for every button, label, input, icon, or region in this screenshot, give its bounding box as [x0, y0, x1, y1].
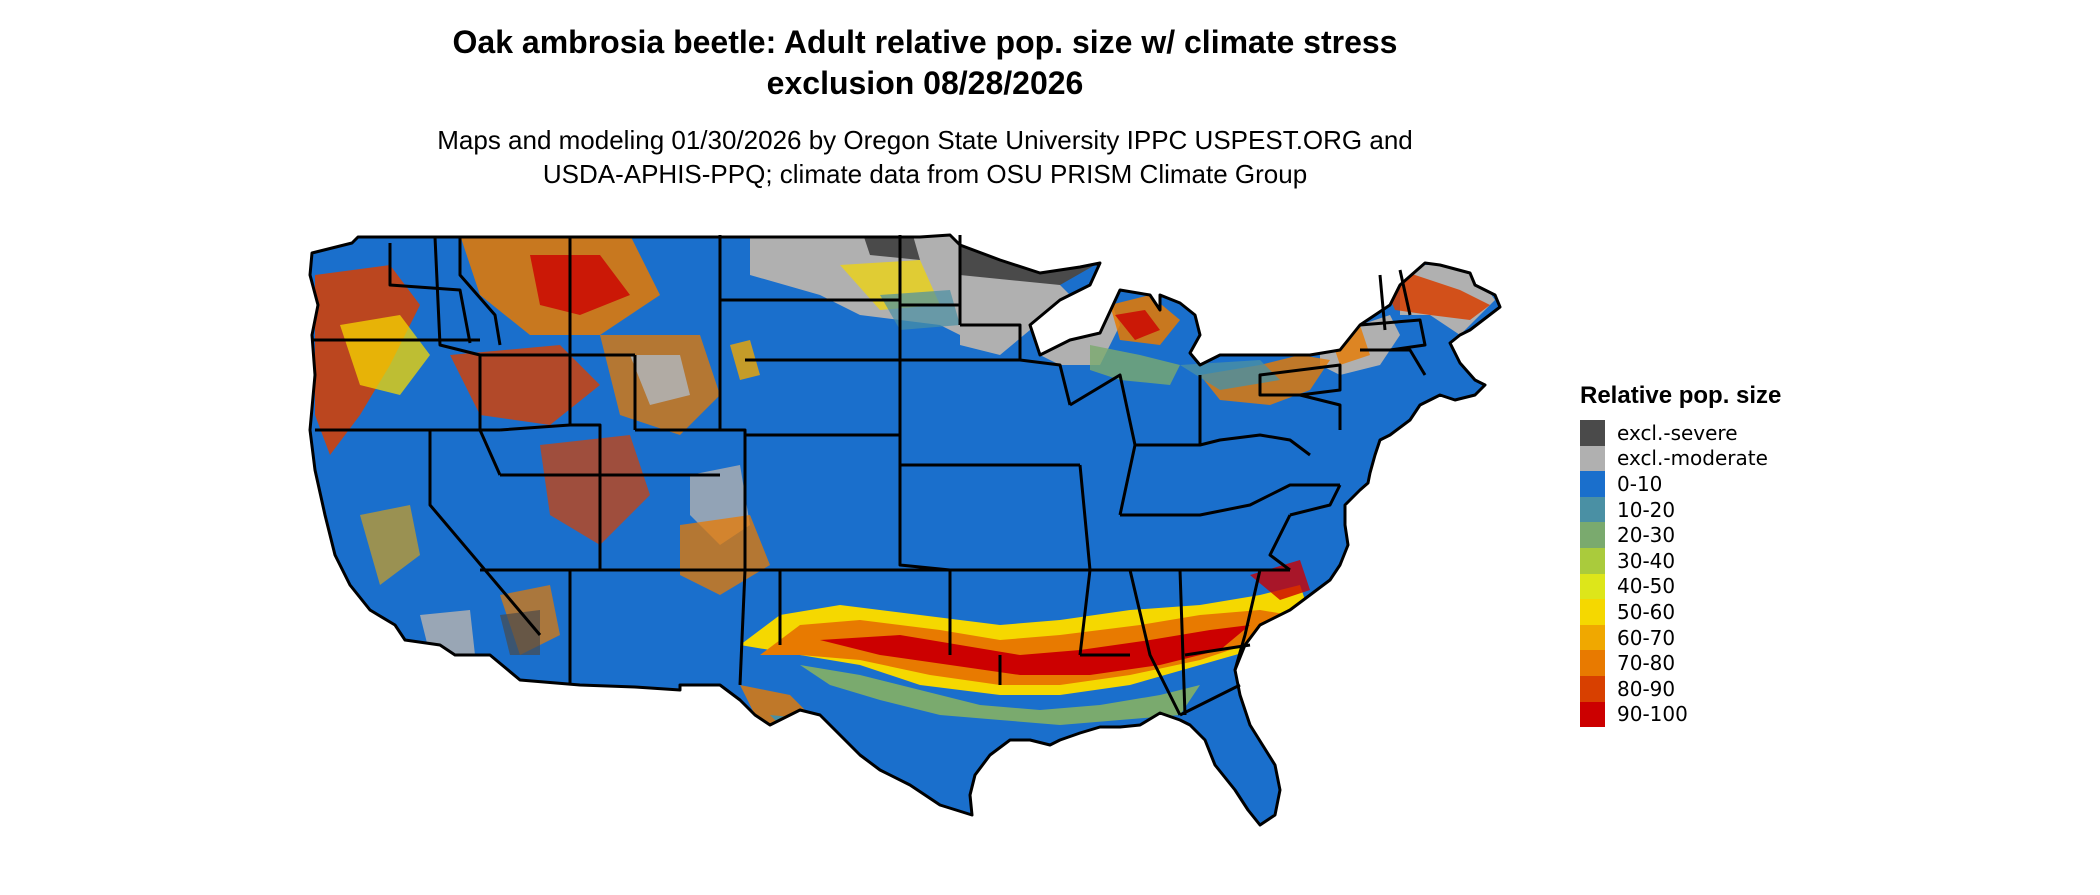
- legend-swatch: [1580, 701, 1605, 728]
- legend-swatch: [1580, 573, 1605, 600]
- legend-label: 40-50: [1617, 574, 1676, 599]
- legend-label: 0-10: [1617, 471, 1663, 496]
- legend-swatch: [1580, 420, 1605, 446]
- legend-label: 80-90: [1617, 676, 1676, 701]
- legend-item: 70-80: [1580, 650, 1781, 676]
- legend-item: 50-60: [1580, 599, 1781, 625]
- legend-label: excl.-severe: [1617, 420, 1738, 445]
- legend-swatch: [1580, 522, 1605, 548]
- legend-item: 40-50: [1580, 573, 1781, 600]
- legend-swatch: [1580, 599, 1605, 625]
- legend-swatch: [1580, 445, 1605, 472]
- legend-label: excl.-moderate: [1617, 446, 1768, 471]
- legend-label: 30-40: [1617, 548, 1676, 573]
- legend-label: 50-60: [1617, 599, 1676, 624]
- legend-swatch: [1580, 650, 1605, 676]
- us-map: [308, 233, 1502, 827]
- map-title: Oak ambrosia beetle: Adult relative pop.…: [0, 22, 1850, 104]
- legend-item: 90-100: [1580, 701, 1781, 728]
- map-subtitle-line2: USDA-APHIS-PPQ; climate data from OSU PR…: [542, 159, 1308, 189]
- legend-item: excl.-moderate: [1580, 445, 1781, 472]
- legend-item: excl.-severe: [1580, 420, 1781, 446]
- legend-item: 30-40: [1580, 547, 1781, 574]
- legend-label: 70-80: [1617, 651, 1676, 676]
- legend-label: 90-100: [1617, 702, 1688, 727]
- legend-label: 60-70: [1617, 625, 1676, 650]
- legend-swatch: [1580, 624, 1605, 651]
- map-subtitle-line1: Maps and modeling 01/30/2026 by Oregon S…: [437, 125, 1413, 155]
- legend-swatch: [1580, 547, 1605, 574]
- map-legend: Relative pop. size excl.-severe excl.-mod…: [1580, 382, 1782, 728]
- legend-item: 10-20: [1580, 496, 1781, 523]
- legend-label: 10-20: [1617, 497, 1676, 522]
- legend-title: Relative pop. size: [1580, 382, 1782, 409]
- map-title-line2: exclusion 08/28/2026: [766, 65, 1084, 101]
- legend-item: 60-70: [1580, 624, 1781, 651]
- legend-swatch: [1580, 496, 1605, 523]
- map-title-line1: Oak ambrosia beetle: Adult relative pop.…: [452, 24, 1398, 60]
- legend-swatch: [1580, 471, 1605, 497]
- map-subtitle: Maps and modeling 01/30/2026 by Oregon S…: [0, 123, 1850, 191]
- legend-item: 0-10: [1580, 471, 1781, 497]
- legend-item: 80-90: [1580, 675, 1781, 702]
- legend-item: 20-30: [1580, 522, 1781, 548]
- legend-items: excl.-severe excl.-moderate 0-10 10-20 20-30…: [1580, 420, 1781, 728]
- legend-label: 20-30: [1617, 523, 1676, 548]
- legend-swatch: [1580, 675, 1605, 702]
